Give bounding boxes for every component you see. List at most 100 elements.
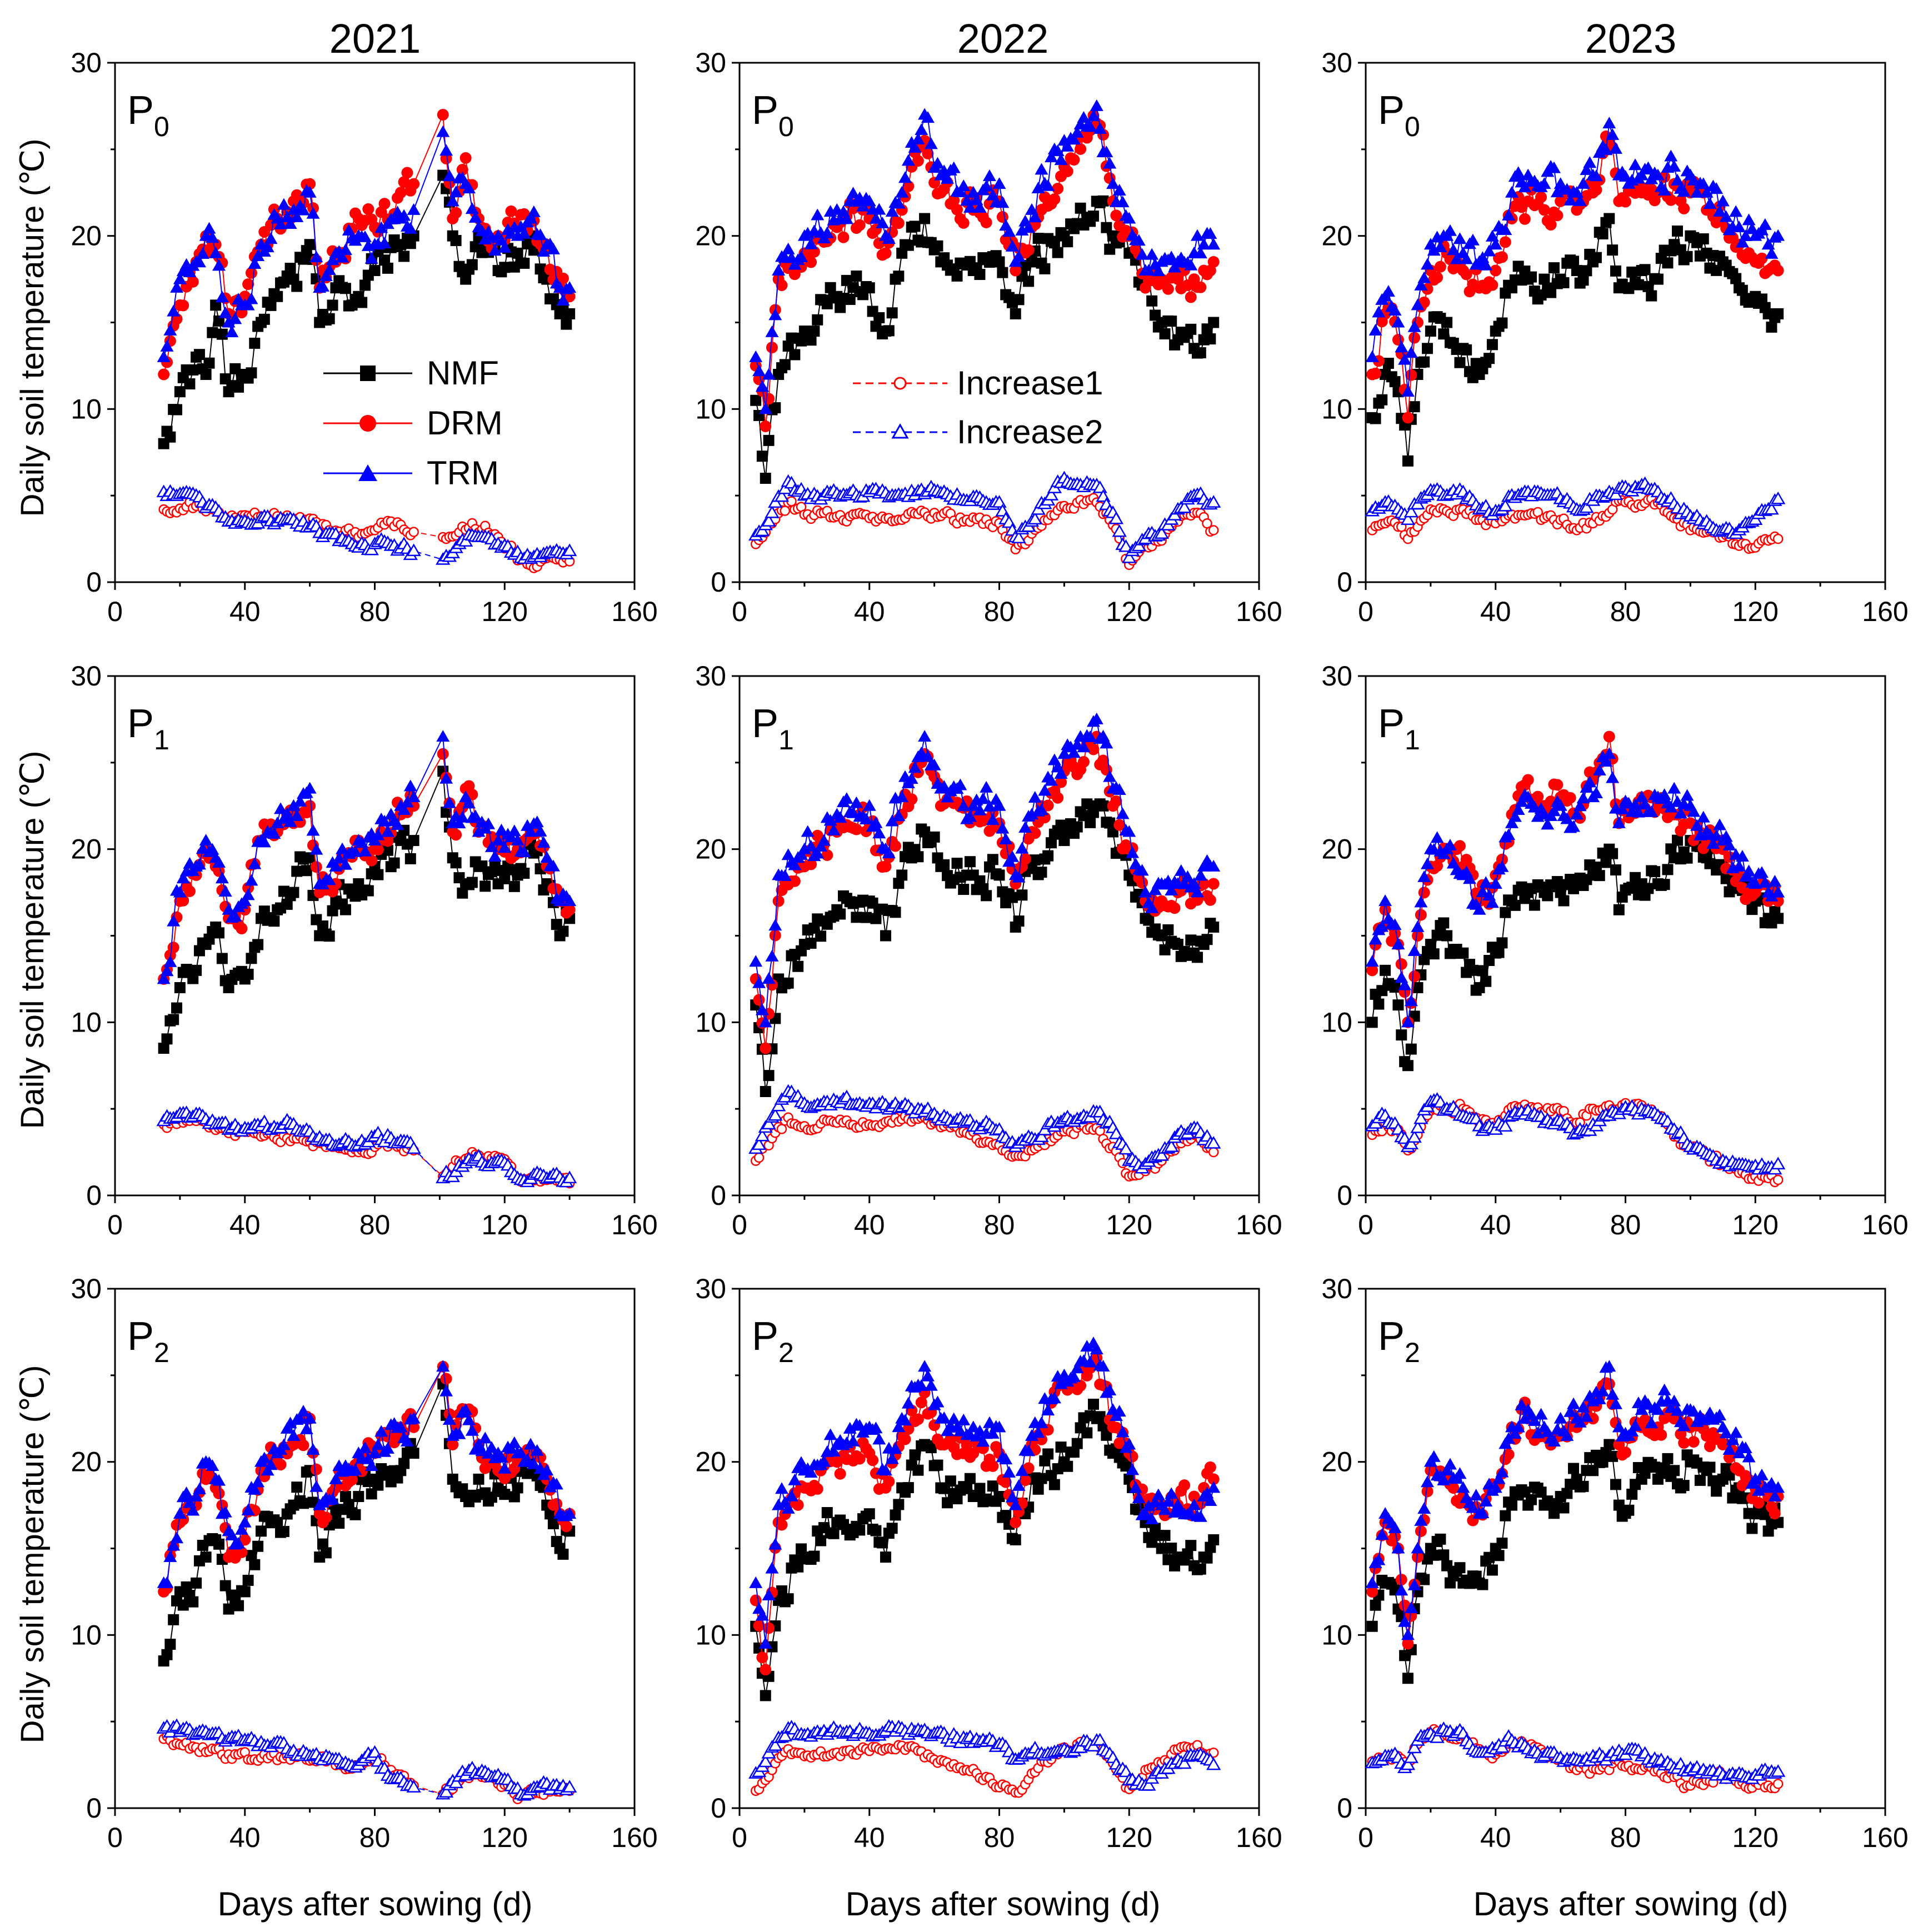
y-tick-label: 10 — [71, 393, 102, 424]
data-point — [310, 1463, 322, 1475]
data-point — [882, 232, 896, 244]
data-point — [1571, 265, 1582, 276]
data-point — [304, 852, 316, 864]
data-point — [752, 364, 766, 377]
y-tick-label: 30 — [71, 660, 102, 692]
data-point — [437, 748, 449, 760]
data-point — [1502, 208, 1516, 221]
data-point — [303, 186, 317, 198]
data-point — [899, 1433, 911, 1445]
data-point — [1365, 350, 1379, 362]
data-point — [1087, 211, 1099, 222]
data-point — [191, 1577, 202, 1589]
data-point — [265, 299, 277, 311]
data-point — [398, 251, 410, 262]
data-point — [507, 1436, 521, 1448]
data-point — [1422, 343, 1433, 354]
data-point — [1116, 196, 1130, 208]
data-point — [902, 1482, 914, 1494]
data-point — [1496, 317, 1508, 329]
data-point — [1597, 228, 1609, 239]
data-point — [1639, 264, 1651, 276]
data-point — [364, 542, 379, 555]
data-point — [168, 1014, 179, 1025]
data-point — [366, 854, 378, 867]
data-point — [561, 318, 572, 330]
data-point — [749, 955, 763, 967]
data-point — [1610, 265, 1621, 277]
x-tick-label: 40 — [854, 596, 885, 627]
data-point — [1645, 172, 1659, 184]
data-point — [1201, 1552, 1213, 1564]
data-point — [1430, 831, 1444, 843]
data-point — [1185, 291, 1197, 303]
data-point — [1466, 233, 1480, 246]
data-point — [795, 251, 808, 263]
data-point — [1068, 154, 1080, 166]
data-point — [1579, 500, 1594, 513]
data-point — [974, 269, 986, 281]
data-point — [1048, 1479, 1060, 1490]
data-point — [306, 824, 320, 836]
data-point — [1081, 1427, 1093, 1439]
data-point — [893, 271, 905, 282]
data-point — [372, 1479, 384, 1491]
data-point — [1537, 177, 1551, 189]
data-point — [1446, 243, 1460, 256]
data-point — [1431, 929, 1443, 941]
series-inc2 — [1365, 1092, 1786, 1175]
data-point — [987, 1480, 998, 1492]
data-point — [436, 730, 450, 742]
data-point — [323, 313, 335, 324]
panel-label: P2 — [127, 1314, 169, 1368]
data-point — [908, 141, 922, 153]
data-point — [1490, 264, 1502, 277]
data-point — [1499, 236, 1511, 248]
data-point — [161, 1033, 173, 1045]
x-tick-label: 160 — [1236, 1209, 1282, 1240]
data-point — [1768, 875, 1782, 887]
data-point — [297, 253, 309, 265]
data-point — [1652, 273, 1664, 285]
data-point — [213, 927, 224, 939]
data-point — [207, 327, 218, 338]
data-point — [1208, 921, 1220, 933]
data-point — [1366, 1017, 1378, 1028]
data-point — [187, 1596, 199, 1608]
data-point — [1603, 730, 1615, 743]
data-point — [1610, 864, 1621, 876]
data-point — [1058, 835, 1070, 847]
data-point — [931, 157, 945, 169]
y-tick-label: 10 — [71, 1619, 102, 1650]
data-point — [1545, 219, 1557, 231]
data-point — [1162, 924, 1174, 935]
data-point — [258, 313, 270, 325]
data-point — [1405, 369, 1417, 381]
data-point — [1389, 376, 1401, 388]
data-point — [255, 1525, 267, 1537]
data-point — [1392, 999, 1404, 1011]
data-point — [369, 265, 381, 276]
panel-label-subscript: 1 — [778, 724, 794, 755]
data-point — [1697, 233, 1709, 245]
data-point — [457, 887, 468, 899]
data-point — [1036, 867, 1047, 878]
data-point — [906, 793, 918, 805]
data-point — [1036, 1473, 1047, 1484]
data-point — [297, 1498, 309, 1509]
data-point — [460, 273, 472, 285]
data-point — [408, 178, 420, 190]
data-point — [760, 421, 772, 432]
data-point — [1402, 1060, 1413, 1072]
data-point — [1396, 1029, 1407, 1041]
data-point — [765, 949, 779, 962]
data-point — [1208, 525, 1219, 535]
data-point — [1378, 894, 1392, 907]
data-point — [1042, 1448, 1054, 1460]
data-point — [766, 342, 778, 354]
data-point — [758, 402, 772, 414]
data-point — [322, 263, 336, 275]
data-point — [883, 1475, 895, 1488]
